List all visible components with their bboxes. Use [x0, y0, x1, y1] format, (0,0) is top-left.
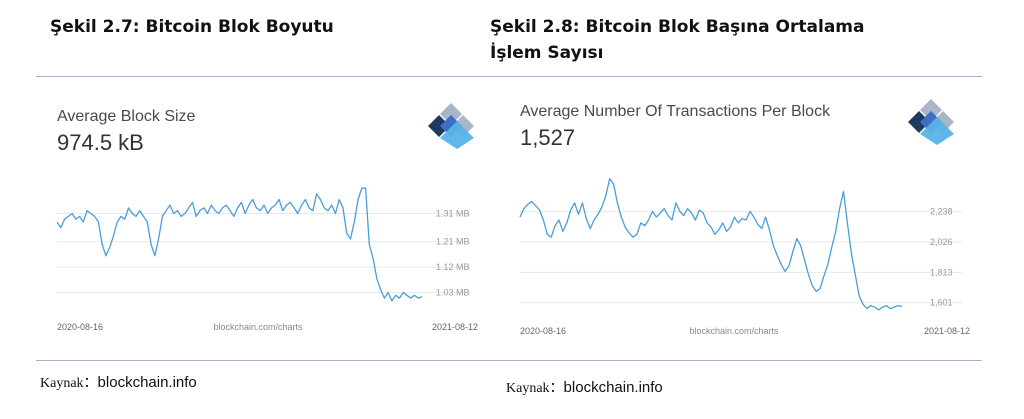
divider-bottom: [36, 360, 982, 361]
chart-title: Average Block Size: [57, 108, 196, 125]
y-tick-label: 1,601: [930, 298, 953, 308]
chart-headline-value: 974.5 kB: [57, 130, 144, 155]
blockchain-cube-icon: [908, 99, 954, 145]
x-tick-label: 2020-08-16: [520, 326, 566, 336]
series-line: [56, 187, 423, 302]
source-note: Kaynak：blockchain.info: [40, 372, 197, 392]
y-tick-label: 1.21 MB: [436, 237, 470, 247]
source-label: Kaynak：: [506, 381, 564, 396]
y-tick-label: 1.31 MB: [436, 209, 470, 219]
x-tick-label: 2021-08-12: [924, 326, 970, 336]
x-tick-label: 2021-08-12: [432, 322, 478, 332]
block-size-chart: 1.03 MB 1.12 MB 1.21 MB 1.31 MB 2020-08-16 20…: [56, 187, 478, 332]
y-tick-label: 2,238: [930, 207, 953, 217]
source-value: blockchain.info: [563, 379, 663, 396]
series-line: [519, 177, 903, 311]
y-tick-label: 1.03 MB: [436, 287, 470, 297]
x-tick-label: 2020-08-16: [57, 322, 103, 332]
source-note: Kaynak：blockchain.info: [506, 377, 663, 397]
y-tick-label: 1,813: [930, 267, 953, 277]
transactions-chart: 1,601 1,813 2,026 2,238 2020-08-16 2021-08-12…: [519, 177, 970, 336]
chart-headline-value: 1,527: [520, 125, 576, 150]
divider-top: [36, 76, 982, 77]
blockchain-cube-icon: [428, 103, 474, 149]
chart-watermark: blockchain.com/charts: [213, 322, 303, 332]
figure-caption: Şekil 2.8: Bitcoin Blok Başına Ortalama …: [490, 17, 865, 63]
y-tick-label: 1.12 MB: [436, 262, 470, 272]
chart-watermark: blockchain.com/charts: [689, 326, 779, 336]
y-tick-label: 2,026: [930, 237, 953, 247]
source-label: Kaynak：: [40, 376, 98, 391]
chart-title: Average Number Of Transactions Per Block: [520, 103, 831, 120]
figure-caption: Şekil 2.7: Bitcoin Blok Boyutu: [50, 17, 334, 37]
source-value: blockchain.info: [97, 374, 197, 391]
